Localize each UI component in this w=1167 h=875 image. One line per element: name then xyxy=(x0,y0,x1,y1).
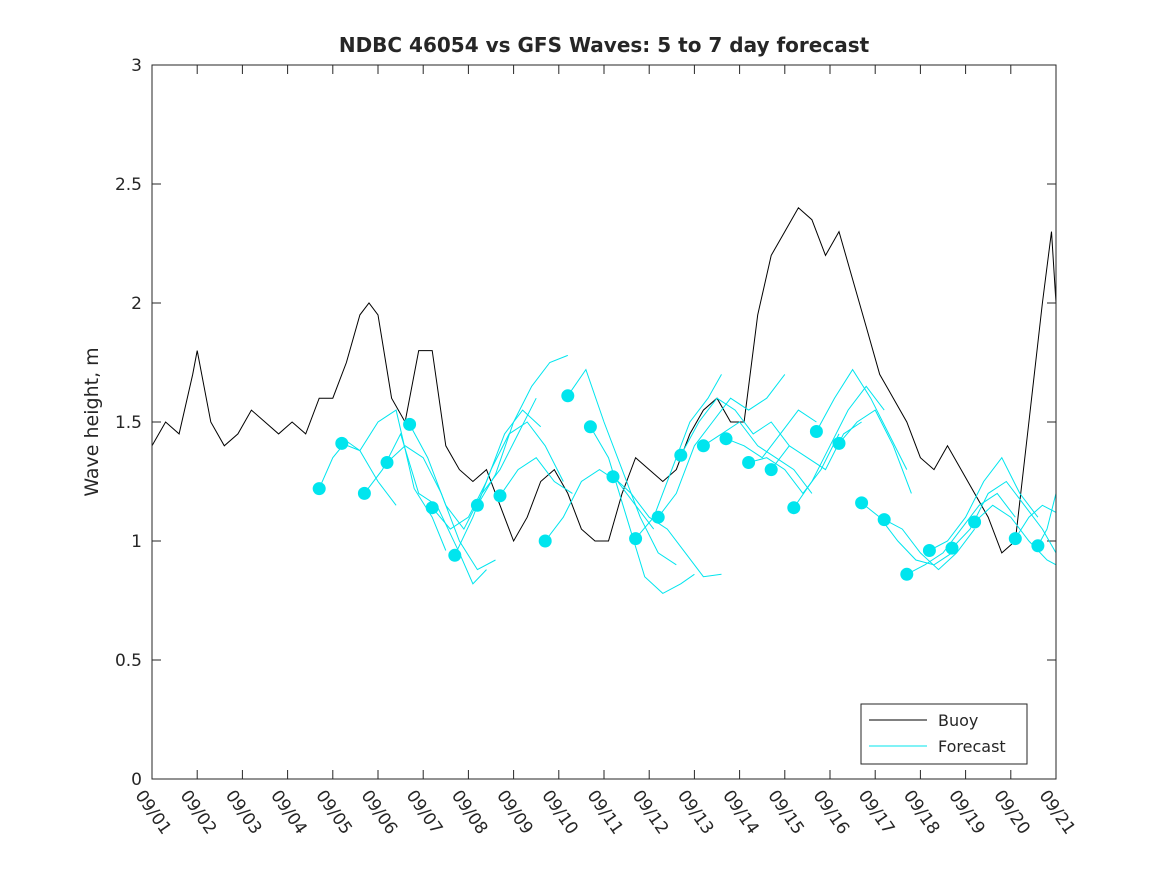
forecast-series xyxy=(312,354,1057,595)
forecast-marker xyxy=(809,425,823,438)
forecast-line xyxy=(974,504,1057,566)
forecast-line xyxy=(770,421,862,471)
legend-buoy-label: Buoy xyxy=(938,711,978,730)
forecast-line xyxy=(499,457,573,497)
buoy-line xyxy=(151,207,1057,554)
forecast-marker xyxy=(719,432,733,446)
forecast-marker xyxy=(968,515,982,529)
forecast-marker xyxy=(855,496,869,510)
forecast-line xyxy=(589,426,695,595)
forecast-marker xyxy=(1031,539,1045,553)
forecast-marker xyxy=(696,439,710,453)
forecast-line xyxy=(793,385,885,508)
forecast-marker xyxy=(403,417,417,431)
plot-frame xyxy=(151,64,1057,780)
forecast-marker xyxy=(561,389,575,403)
forecast-line xyxy=(341,409,447,551)
forecast-marker xyxy=(493,489,507,503)
forecast-line xyxy=(929,456,1039,551)
y-tick-label: 0 xyxy=(131,770,142,790)
forecast-marker xyxy=(538,534,552,548)
y-tick-label: 3 xyxy=(131,56,142,76)
forecast-marker xyxy=(922,544,936,557)
forecast-marker xyxy=(1008,532,1022,546)
forecast-line xyxy=(838,409,912,494)
forecast-marker xyxy=(312,482,326,496)
forecast-line xyxy=(748,433,840,495)
forecast-marker xyxy=(606,470,620,484)
forecast-line xyxy=(657,374,786,518)
forecast-line xyxy=(612,476,722,578)
forecast-line xyxy=(703,421,813,494)
forecast-line xyxy=(635,374,722,539)
forecast-marker xyxy=(877,513,891,527)
forecast-line xyxy=(318,440,397,506)
y-tick-label: 2.5 xyxy=(115,175,142,195)
forecast-line xyxy=(680,397,790,456)
forecast-marker xyxy=(787,501,801,515)
y-tick-labels: 0 0.5 1 1.5 2 2.5 3 xyxy=(115,56,142,790)
forecast-marker xyxy=(945,541,959,555)
forecast-marker xyxy=(832,436,846,450)
forecast-line xyxy=(815,368,908,470)
forecast-line xyxy=(567,368,677,566)
forecast-marker xyxy=(448,548,462,562)
forecast-marker xyxy=(764,463,778,477)
y-axis-label: Wave height, m xyxy=(81,347,103,496)
forecast-line xyxy=(906,492,1016,575)
y-tick-label: 2 xyxy=(131,294,142,314)
forecast-marker xyxy=(425,501,439,515)
forecast-marker xyxy=(470,498,484,512)
forecast-line xyxy=(476,354,568,506)
y-tick-label: 0.5 xyxy=(115,651,142,671)
forecast-line xyxy=(951,480,1057,554)
chart-title: NDBC 46054 vs GFS Waves: 5 to 7 day fore… xyxy=(339,33,870,57)
forecast-marker xyxy=(742,456,756,469)
legend-forecast-label: Forecast xyxy=(938,737,1006,756)
forecast-marker xyxy=(380,456,394,469)
forecast-marker xyxy=(900,567,914,581)
buoy-series xyxy=(151,207,1057,554)
forecast-marker xyxy=(357,486,371,500)
legend-box xyxy=(860,703,1028,765)
forecast-marker xyxy=(335,436,349,450)
forecast-line xyxy=(1014,504,1057,539)
forecast-line xyxy=(861,502,953,566)
y-tick-label: 1 xyxy=(131,532,142,552)
forecast-line xyxy=(725,409,817,459)
forecast-marker xyxy=(629,532,643,546)
forecast-marker xyxy=(651,510,665,524)
forecast-line xyxy=(409,397,537,531)
y-tick-label: 1.5 xyxy=(115,413,142,433)
forecast-marker xyxy=(583,420,597,434)
legend: Buoy Forecast xyxy=(860,703,1028,765)
forecast-marker xyxy=(674,448,688,462)
